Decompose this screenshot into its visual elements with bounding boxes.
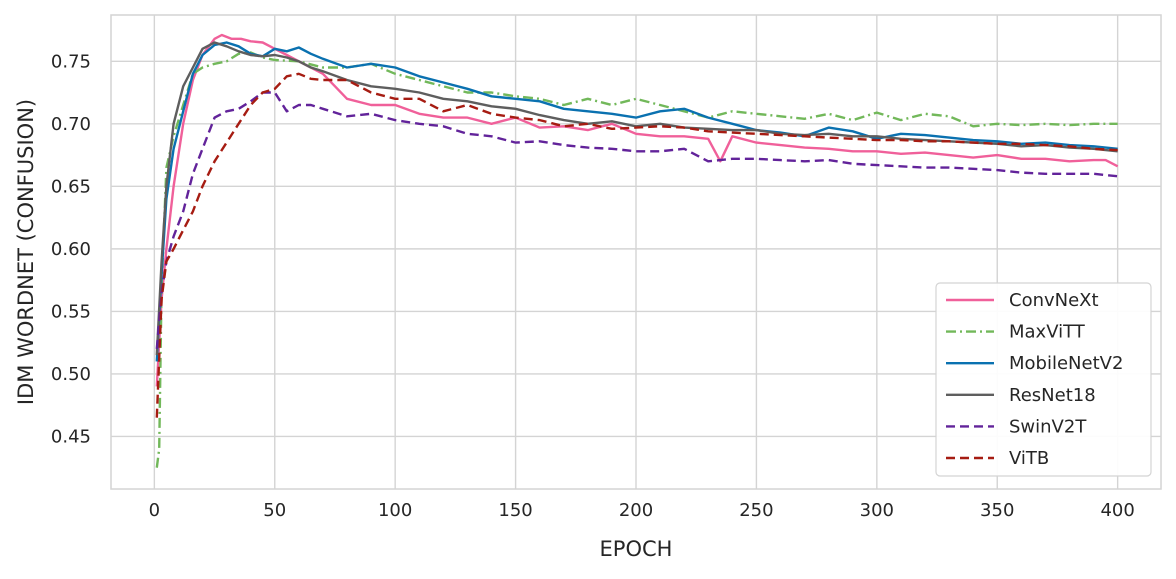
- x-tick-label: 50: [263, 500, 286, 521]
- legend-label-convnext: ConvNeXt: [1009, 290, 1099, 311]
- y-axis-title: IDM WORDNET (CONFUSION): [14, 99, 38, 405]
- x-tick-label: 100: [378, 500, 412, 521]
- y-tick-label: 0.70: [51, 114, 91, 135]
- series-line-swinv2t: [155, 91, 1118, 350]
- y-tick-label: 0.55: [51, 301, 91, 322]
- legend: ConvNeXt MaxViTT MobileNetV2 ResNet18 SwinV2…: [935, 282, 1152, 477]
- x-tick-label: 200: [619, 500, 653, 521]
- series-line-mobilenetv2: [155, 41, 1118, 362]
- x-tick-label: 250: [739, 500, 773, 521]
- legend-label-mobilenetv2: MobileNetV2: [1009, 353, 1123, 374]
- series-line-maxvitt: [155, 51, 1118, 468]
- x-tick-label: 300: [860, 500, 894, 521]
- x-tick-label: 150: [498, 500, 532, 521]
- tick-labels: 0 50 100 150 200 250 300 350 400 0.45 0.50 0.55 0.60…: [51, 51, 1135, 521]
- legend-label-swinv2t: SwinV2T: [1009, 416, 1087, 437]
- y-tick-label: 0.65: [51, 176, 91, 197]
- series-lines: [155, 33, 1119, 468]
- y-tick-label: 0.75: [51, 51, 91, 72]
- x-tick-label: 350: [980, 500, 1014, 521]
- series-line-vitb: [155, 72, 1118, 418]
- y-tick-label: 0.60: [51, 239, 91, 260]
- legend-label-resnet18: ResNet18: [1009, 385, 1096, 406]
- legend-label-vitb: ViTB: [1009, 448, 1049, 469]
- x-axis-title: EPOCH: [600, 537, 673, 561]
- legend-label-maxvitt: MaxViTT: [1009, 322, 1086, 343]
- series-line-resnet18: [155, 41, 1118, 356]
- y-tick-label: 0.45: [51, 426, 91, 447]
- y-tick-label: 0.50: [51, 364, 91, 385]
- series-line-convnext: [155, 33, 1119, 387]
- x-tick-label: 400: [1100, 500, 1134, 521]
- grid: [111, 15, 1161, 489]
- x-tick-label: 0: [149, 500, 160, 521]
